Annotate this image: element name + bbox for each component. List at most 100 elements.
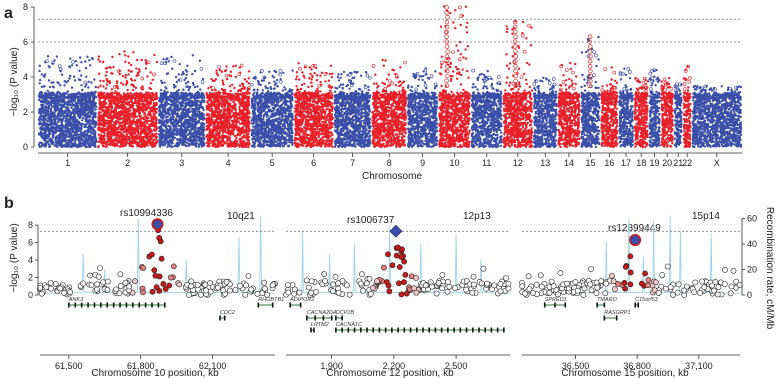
snp-point xyxy=(396,280,402,287)
snp-point xyxy=(565,68,569,72)
snp-point xyxy=(660,86,664,91)
snp-point xyxy=(571,70,575,75)
snp-point xyxy=(217,65,221,69)
snp-points xyxy=(97,50,159,149)
snp-point xyxy=(588,68,593,74)
snp-points xyxy=(600,66,619,148)
x-tick-label: 61,800 xyxy=(127,361,155,371)
snp-point xyxy=(491,282,498,289)
gene-exon xyxy=(299,302,302,308)
chromosome-band-6 xyxy=(293,62,334,149)
snp-point xyxy=(538,283,545,290)
snp-point xyxy=(587,58,593,64)
chromosome-label: 18 xyxy=(636,158,646,168)
snp-point xyxy=(153,284,160,291)
snp-point xyxy=(513,49,518,54)
snp-point xyxy=(699,278,706,285)
snp-point xyxy=(513,68,518,74)
chromosome-label: 17 xyxy=(621,158,631,168)
snp-point xyxy=(635,77,640,82)
chromosome-label: X xyxy=(714,158,720,168)
snp-point xyxy=(211,86,215,90)
chromosome-band-2 xyxy=(97,50,159,149)
snp-point xyxy=(458,5,462,10)
snp-point xyxy=(146,60,151,64)
snp-point xyxy=(641,80,646,85)
snp-point xyxy=(512,60,517,64)
snp-point xyxy=(603,67,608,71)
y-tick-label: 6 xyxy=(23,37,28,47)
snp-point xyxy=(470,273,477,280)
gene-exon xyxy=(496,327,499,333)
gene-exon xyxy=(447,327,449,333)
snp-point xyxy=(662,77,667,82)
gene-exon xyxy=(603,302,606,308)
snp-point xyxy=(313,289,319,295)
gene-label: RASGRP1 xyxy=(604,310,630,316)
snp-point xyxy=(559,64,563,69)
snp-points xyxy=(333,70,372,149)
snp-point xyxy=(519,75,524,79)
snp-point xyxy=(254,290,261,297)
snp-point xyxy=(346,291,353,298)
snp-point xyxy=(644,282,651,289)
snp-point xyxy=(513,73,518,79)
snp-point xyxy=(627,281,634,288)
gene-exon xyxy=(100,302,102,308)
snp-point xyxy=(513,34,518,39)
regional-y-axis-label: −log₁₀ (P value) xyxy=(9,223,20,292)
snp-point xyxy=(322,278,329,284)
chromosome-band-7 xyxy=(333,70,372,149)
snp-point xyxy=(313,63,317,68)
lead-snp-label: rs1006737 xyxy=(347,215,395,226)
snp-point xyxy=(269,282,276,289)
snp-point xyxy=(368,75,372,80)
recombination-line xyxy=(521,215,741,295)
gene-exon xyxy=(313,327,315,333)
snp-point xyxy=(484,280,490,287)
snp-point xyxy=(156,234,163,241)
snp-point xyxy=(650,76,655,80)
snp-point xyxy=(61,290,68,296)
snp-point xyxy=(423,83,428,88)
snp-point xyxy=(463,286,469,293)
snp-point xyxy=(444,5,449,10)
snp-point xyxy=(594,53,598,58)
snp-point xyxy=(163,61,167,66)
snp-point xyxy=(207,280,214,286)
snp-point xyxy=(673,88,678,93)
snp-point xyxy=(215,284,221,291)
chromosome-band-14 xyxy=(557,61,581,149)
gene-exon xyxy=(144,302,147,308)
snp-points xyxy=(283,224,512,298)
snp-point xyxy=(651,287,658,294)
snp-point xyxy=(662,285,669,292)
panel-label-a: a xyxy=(4,5,13,22)
snp-point xyxy=(581,285,588,292)
snp-point xyxy=(587,34,593,39)
snp-point xyxy=(555,291,561,298)
snp-point xyxy=(622,285,629,292)
snp-point xyxy=(330,281,337,288)
snp-points xyxy=(682,65,692,149)
snp-point xyxy=(279,80,283,84)
snp-point xyxy=(686,64,690,69)
snp-point xyxy=(439,285,446,292)
snp-point xyxy=(223,279,230,285)
regional-plot-chr10: Chromosome 10 position, kb 10q21 rs10994… xyxy=(28,208,284,378)
gene-label: C15orf53 xyxy=(635,297,659,303)
snp-point xyxy=(126,283,133,290)
chromosome-label: 1 xyxy=(65,158,70,168)
gene-exon xyxy=(157,302,160,308)
gene-exon xyxy=(596,302,598,308)
snp-point xyxy=(381,264,387,271)
snp-point xyxy=(505,280,512,287)
snp-point xyxy=(172,59,177,63)
snp-point xyxy=(721,281,728,288)
snp-point xyxy=(394,244,401,251)
snp-point xyxy=(730,267,737,274)
snp-point xyxy=(627,253,634,260)
snp-point xyxy=(444,78,449,84)
gene-exon xyxy=(415,327,418,333)
